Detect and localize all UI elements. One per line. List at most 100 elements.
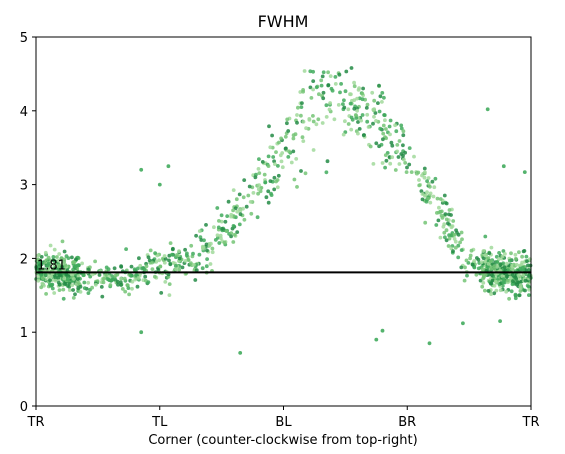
scatter-point xyxy=(71,267,75,272)
scatter-point xyxy=(257,183,261,188)
scatter-point xyxy=(235,230,240,235)
scatter-point xyxy=(158,264,163,269)
scatter-point xyxy=(384,136,388,141)
scatter-point xyxy=(53,278,58,283)
scatter-point xyxy=(235,209,240,214)
scatter-point xyxy=(433,176,438,181)
scatter-point xyxy=(500,284,505,288)
scatter-point xyxy=(289,160,294,165)
scatter-point xyxy=(396,155,401,159)
scatter-point xyxy=(272,187,277,192)
scatter-point xyxy=(67,288,72,292)
scatter-point xyxy=(465,273,469,278)
scatter-point xyxy=(56,275,61,280)
scatter-point xyxy=(381,123,386,128)
scatter-point xyxy=(425,179,429,184)
scatter-point xyxy=(295,113,299,117)
scatter-point xyxy=(360,113,365,117)
scatter-point xyxy=(504,261,509,266)
scatter-point xyxy=(108,283,113,287)
scatter-point xyxy=(232,232,237,237)
scatter-point xyxy=(371,121,375,126)
scatter-point xyxy=(194,268,199,272)
scatter-point xyxy=(309,96,314,100)
scatter-point xyxy=(266,189,271,194)
scatter-point xyxy=(442,230,447,235)
outlier-point xyxy=(461,321,465,326)
scatter-point xyxy=(365,112,370,117)
scatter-point xyxy=(426,181,431,186)
scatter-point xyxy=(200,266,205,271)
scatter-point xyxy=(229,234,234,239)
scatter-point xyxy=(348,92,352,97)
scatter-point xyxy=(393,123,397,128)
scatter-point xyxy=(444,238,449,243)
scatter-point xyxy=(419,189,424,194)
scatter-point xyxy=(106,277,111,282)
scatter-point xyxy=(350,117,355,122)
scatter-point xyxy=(76,286,81,291)
scatter-point xyxy=(317,92,321,97)
scatter-point xyxy=(449,233,454,238)
scatter-point xyxy=(61,287,66,292)
x-tick-label: TR xyxy=(522,415,540,430)
scatter-point xyxy=(416,170,421,175)
scatter-point xyxy=(159,291,164,295)
scatter-point xyxy=(407,162,412,167)
scatter-point xyxy=(360,91,365,96)
scatter-point xyxy=(486,261,491,266)
scatter-point xyxy=(388,161,393,166)
scatter-point xyxy=(343,119,347,124)
scatter-point xyxy=(504,289,509,294)
scatter-point xyxy=(525,259,529,263)
scatter-point xyxy=(115,279,120,284)
scatter-point xyxy=(167,282,172,286)
scatter-point xyxy=(264,195,269,200)
scatter-point xyxy=(279,136,283,141)
scatter-point xyxy=(295,185,299,189)
scatter-point xyxy=(435,196,440,201)
scatter-point xyxy=(48,278,52,283)
scatter-point xyxy=(355,108,359,113)
scatter-point xyxy=(446,221,450,226)
scatter-point xyxy=(157,258,162,263)
scatter-point xyxy=(277,140,281,145)
scatter-point xyxy=(260,160,265,164)
scatter-point xyxy=(380,100,384,104)
scatter-point xyxy=(447,212,451,217)
scatter-point xyxy=(189,261,193,266)
scatter-point xyxy=(274,150,278,155)
scatter-point xyxy=(134,273,139,278)
scatter-point xyxy=(155,253,160,258)
scatter-point xyxy=(452,237,457,241)
scatter-point xyxy=(452,233,457,237)
scatter-point xyxy=(101,280,106,285)
scatter-point xyxy=(395,149,400,154)
scatter-point xyxy=(316,117,321,122)
scatter-point xyxy=(210,246,215,251)
scatter-point xyxy=(327,107,332,112)
scatter-point xyxy=(481,281,486,285)
scatter-point xyxy=(346,122,351,126)
scatter-point xyxy=(197,252,202,257)
scatter-point xyxy=(428,191,433,196)
scatter-point xyxy=(504,274,509,279)
scatter-point xyxy=(439,209,444,214)
scatter-point xyxy=(293,132,298,137)
scatter-point xyxy=(500,254,505,259)
scatter-point xyxy=(36,278,41,283)
scatter-point xyxy=(426,196,430,201)
scatter-point xyxy=(300,135,305,140)
scatter-point xyxy=(287,149,291,154)
scatter-point xyxy=(70,255,74,260)
scatter-point xyxy=(219,213,224,218)
scatter-point xyxy=(39,273,44,278)
scatter-point xyxy=(459,230,464,235)
scatter-point xyxy=(383,153,388,158)
scatter-point xyxy=(426,176,431,180)
scatter-point xyxy=(303,171,308,176)
scatter-point xyxy=(390,143,395,148)
scatter-point xyxy=(197,229,202,234)
scatter-point xyxy=(378,126,383,131)
scatter-point xyxy=(492,267,496,271)
